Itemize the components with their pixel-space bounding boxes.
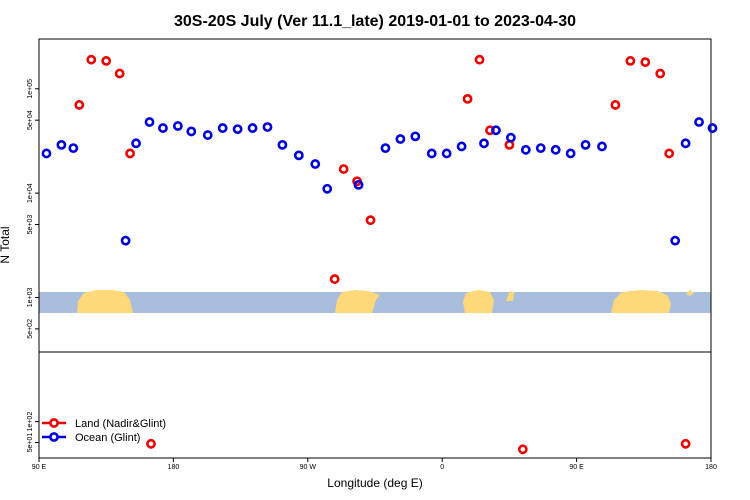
land-point	[474, 54, 485, 65]
legend-marker-land	[49, 418, 59, 428]
ocean-point	[670, 235, 681, 246]
y-tick-label: 5e+04	[27, 110, 34, 130]
ocean-point	[353, 179, 364, 190]
land-shape	[463, 290, 494, 313]
y-tick-label: 1e+05	[27, 79, 34, 99]
ocean-point	[395, 134, 406, 144]
ocean-point	[597, 141, 607, 152]
x-tick-label: 180	[705, 464, 717, 471]
y-tick-label: 1e+02	[27, 412, 34, 432]
ocean-point	[479, 138, 489, 149]
bottom-panel-frame	[38, 351, 712, 459]
land-point	[655, 68, 666, 79]
panel-frames	[38, 38, 712, 459]
ocean-point	[535, 143, 546, 154]
land-shape	[77, 290, 133, 313]
y-tick-label: 5e+02	[27, 319, 34, 339]
x-tick-label: 180	[168, 464, 180, 471]
land-shape	[335, 290, 380, 313]
land-point	[625, 56, 636, 66]
ocean-point	[144, 117, 155, 127]
ocean-point	[694, 117, 704, 127]
ocean-point	[380, 143, 391, 154]
y-axis-label: N Total	[0, 226, 12, 263]
legend-label-ocean: Ocean (Glint)	[75, 432, 140, 444]
land-point	[664, 148, 675, 159]
ocean-point	[277, 139, 288, 150]
land-point	[146, 438, 156, 449]
land-point	[365, 215, 376, 226]
land-point	[338, 164, 349, 174]
land-point	[74, 100, 85, 110]
land-shape	[506, 291, 514, 301]
chart-title: 30S-20S July (Ver 11.1_late) 2019-01-01 …	[174, 13, 576, 30]
x-tick-label: 90 W	[300, 464, 317, 471]
ocean-point	[202, 130, 213, 140]
land-point	[114, 68, 125, 79]
ocean-point	[550, 144, 561, 155]
ocean-point	[172, 121, 183, 131]
data-points	[41, 54, 718, 455]
ocean-point	[217, 123, 228, 133]
ocean-point	[131, 138, 141, 149]
ocean-point	[491, 125, 501, 136]
y-tick-label: 5e+01	[27, 433, 34, 453]
ocean-point	[505, 132, 516, 143]
legend-marker-ocean	[49, 432, 59, 442]
legend-label-land: Land (Nadir&Glint)	[75, 418, 166, 430]
ocean-point	[158, 123, 168, 133]
land-ocean-band	[39, 290, 711, 313]
land-point	[101, 56, 112, 66]
y-tick-label: 1e+03	[27, 288, 34, 308]
land-point	[610, 100, 621, 110]
x-tick-label: 90 E	[569, 464, 584, 471]
legend: Land (Nadir&Glint) Ocean (Glint)	[42, 418, 166, 444]
ocean-point	[232, 124, 243, 135]
ocean-point	[680, 138, 691, 149]
land-point	[640, 57, 651, 68]
ocean-point	[322, 183, 333, 194]
land-point	[517, 444, 528, 455]
ocean-point	[41, 148, 52, 159]
ocean-point	[580, 139, 591, 150]
ocean-point	[707, 123, 718, 133]
ocean-point	[56, 139, 67, 150]
ocean-point	[520, 144, 531, 155]
ocean-point	[293, 150, 304, 161]
land-point	[462, 93, 473, 104]
land-shape	[611, 290, 671, 313]
land-point	[86, 54, 97, 65]
land-point	[329, 274, 340, 284]
x-tick-label: 90 E	[32, 464, 47, 471]
ocean-point	[410, 131, 421, 142]
land-shape	[686, 290, 694, 296]
land-point	[680, 438, 691, 449]
ocean-point	[262, 122, 273, 132]
land-point	[125, 148, 135, 159]
x-tick-label: 0	[440, 464, 444, 471]
ocean-point	[120, 235, 131, 246]
y-tick-label: 5e+03	[27, 215, 34, 235]
ocean-point	[310, 159, 321, 169]
ocean-point	[247, 123, 258, 133]
y-tick-label: 1e+04	[27, 183, 34, 203]
ocean-point	[68, 143, 79, 154]
ocean-point	[426, 148, 437, 159]
ocean-point	[186, 126, 197, 137]
ocean-point	[456, 141, 467, 152]
x-axis-label: Longitude (deg E)	[327, 476, 422, 490]
ocean-point	[565, 148, 576, 159]
x-axis: 90 E 180 90 W 0 90 E 180	[32, 458, 717, 471]
ocean-point	[441, 148, 452, 159]
